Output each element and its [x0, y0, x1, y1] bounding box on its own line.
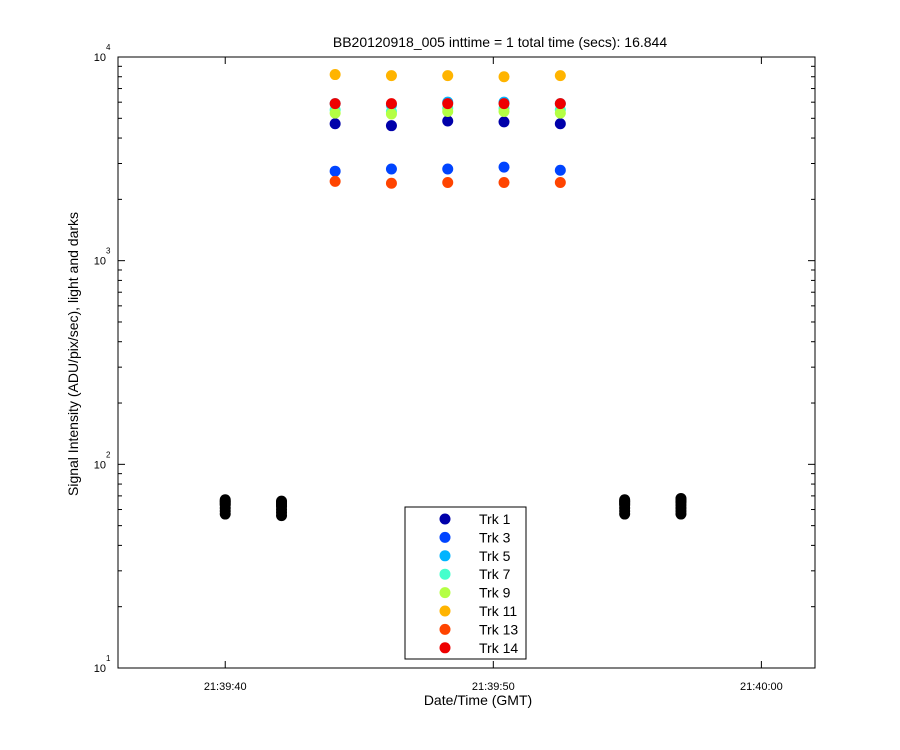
chart-title: BB20120918_005 inttime = 1 total time (s…	[333, 34, 667, 50]
data-point	[498, 71, 510, 83]
legend: Trk 1 Trk 3 Trk 5 Trk 7 Trk 9 Trk 11 Trk 13 Trk…	[404, 506, 527, 660]
data-point	[554, 118, 566, 130]
legend-label: Trk 11	[479, 603, 517, 619]
y-tick-label: 10	[94, 459, 106, 471]
data-point	[442, 163, 454, 175]
legend-label: Trk 1	[479, 511, 511, 527]
legend-label: Trk 14	[479, 640, 518, 656]
data-point	[554, 98, 566, 110]
legend-marker	[439, 623, 451, 635]
data-point	[385, 120, 397, 132]
legend-marker	[439, 513, 451, 525]
plot-frame	[117, 56, 816, 669]
data-point	[329, 107, 341, 119]
data-point	[442, 70, 454, 82]
x-tick-label: 21:40:00	[740, 681, 783, 693]
legend-label: Trk 5	[479, 548, 511, 564]
legend-label: Trk 3	[479, 529, 511, 545]
legend-marker	[439, 605, 451, 617]
data-point	[385, 163, 397, 175]
legend-marker	[439, 642, 451, 654]
dark-series	[219, 492, 687, 522]
data-point	[329, 175, 341, 187]
data-point	[554, 164, 566, 176]
data-point	[329, 165, 341, 177]
x-tick-label: 21:39:40	[204, 681, 247, 693]
legend-marker	[439, 568, 451, 580]
data-point	[498, 106, 510, 118]
y-tick-exponent: 4	[106, 43, 111, 52]
legend-label: Trk 7	[479, 566, 511, 582]
data-point	[554, 176, 566, 188]
dark-point	[219, 494, 231, 506]
data-point	[442, 106, 454, 118]
y-axis-label: Signal Intensity (ADU/pix/sec), light an…	[65, 212, 81, 496]
dark-point	[276, 495, 288, 507]
data-point	[329, 98, 341, 110]
data-point	[442, 115, 454, 127]
legend-label: Trk 13	[479, 621, 518, 637]
data-point	[385, 108, 397, 120]
y-tick-label: 10	[94, 663, 106, 675]
legend-box	[404, 506, 527, 660]
y-tick-exponent: 3	[106, 247, 111, 256]
data-point	[329, 69, 341, 81]
legend-marker	[439, 550, 451, 562]
dark-point	[675, 492, 687, 504]
data-point	[442, 176, 454, 188]
y-tick-label: 10	[94, 52, 106, 64]
dark-point	[619, 494, 631, 506]
data-point	[385, 70, 397, 82]
data-point	[385, 98, 397, 110]
data-point	[498, 116, 510, 128]
data-point	[385, 177, 397, 189]
legend-marker	[439, 587, 451, 599]
data-point	[554, 70, 566, 82]
y-tick-exponent: 1	[106, 654, 111, 663]
data-point	[329, 118, 341, 130]
data-point	[498, 176, 510, 188]
legend-label: Trk 9	[479, 585, 511, 601]
x-tick-label: 21:39:50	[472, 681, 515, 693]
x-axis-label: Date/Time (GMT)	[424, 692, 532, 708]
y-tick-exponent: 2	[106, 450, 111, 459]
y-tick-label: 10	[94, 256, 106, 268]
light-series	[329, 69, 566, 189]
data-point	[498, 98, 510, 110]
data-point	[554, 107, 566, 119]
legend-marker	[439, 531, 451, 543]
data-point	[442, 98, 454, 110]
data-point	[498, 161, 510, 173]
